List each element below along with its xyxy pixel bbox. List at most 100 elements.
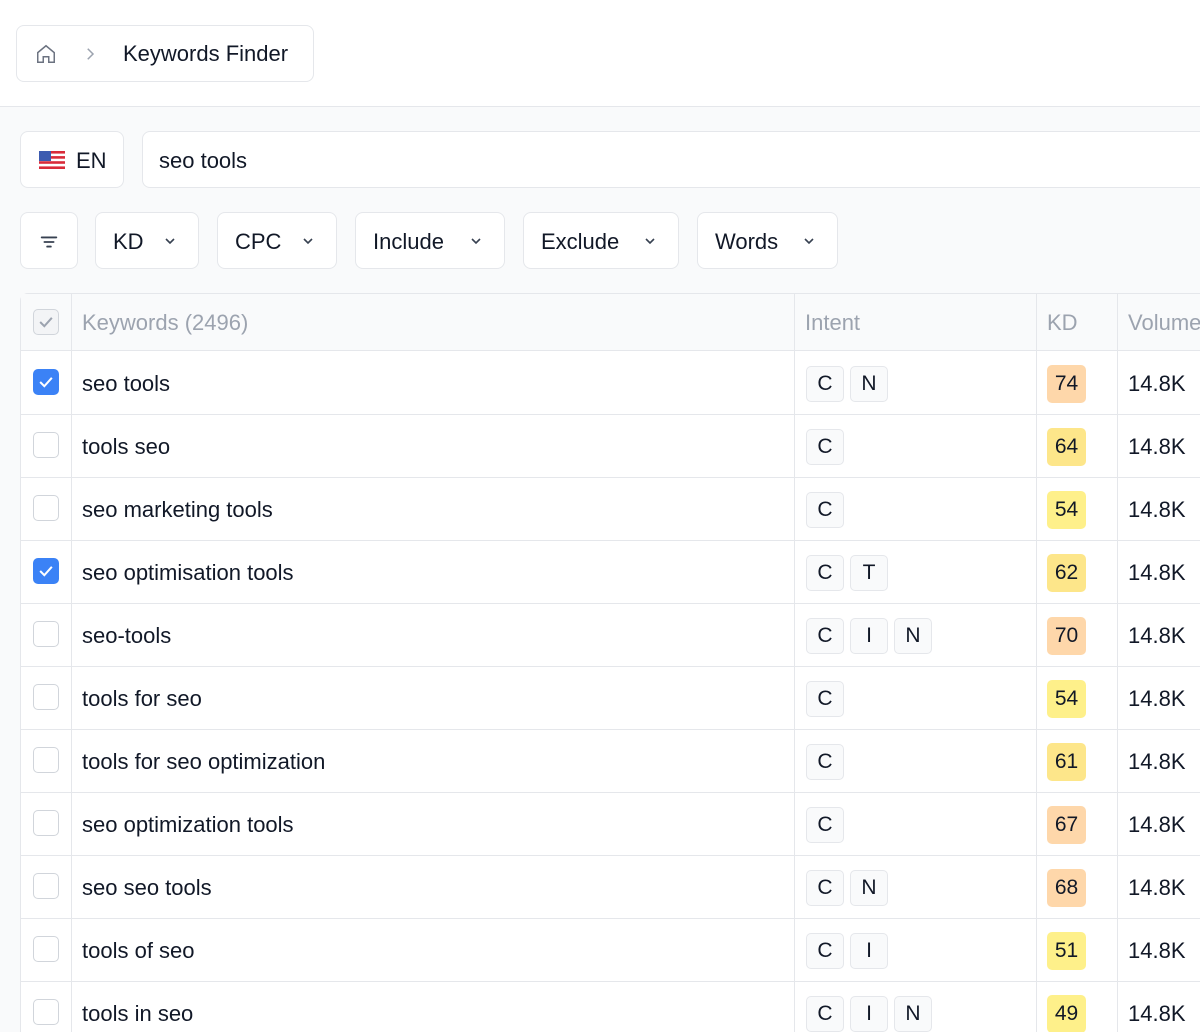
column-divider: [1117, 294, 1118, 1032]
volume: 14.8K: [1128, 749, 1186, 774]
filter-chevron: [801, 233, 817, 249]
intent-badge: C: [806, 366, 844, 402]
keyword[interactable]: seo marketing tools: [82, 497, 273, 522]
kd-badge: 64: [1047, 428, 1086, 466]
volume: 14.8K: [1128, 875, 1186, 900]
filter-label: CPC: [235, 229, 282, 254]
row-checkbox[interactable]: [33, 558, 59, 584]
volume: 14.8K: [1128, 938, 1186, 963]
chevron-down: [303, 238, 313, 245]
language-button[interactable]: EN: [20, 131, 124, 188]
kd-badge: 67: [1047, 806, 1086, 844]
check-icon: [39, 566, 53, 577]
volume: 14.8K: [1128, 623, 1186, 648]
row-checkbox[interactable]: [33, 747, 59, 773]
kd-badge: 49: [1047, 995, 1086, 1032]
intent-badge: C: [806, 681, 844, 717]
row-checkbox[interactable]: [33, 495, 59, 521]
flag-icon: [39, 151, 65, 169]
intent-badge: C: [806, 807, 844, 843]
row-divider: [21, 981, 1200, 982]
intent-badge: N: [850, 366, 888, 402]
row-checkbox[interactable]: [33, 873, 59, 899]
search-input[interactable]: seo tools: [142, 131, 1200, 188]
row-divider: [21, 666, 1200, 667]
intent-badge: C: [806, 870, 844, 906]
volume: 14.8K: [1128, 560, 1186, 585]
row-checkbox[interactable]: [33, 621, 59, 647]
keyword[interactable]: seo seo tools: [82, 875, 212, 900]
keyword[interactable]: tools in seo: [82, 1001, 194, 1026]
chevron-down: [804, 238, 814, 245]
filter-label: Exclude: [541, 229, 620, 254]
intent-badge: C: [806, 744, 844, 780]
volume: 14.8K: [1128, 686, 1186, 711]
row-divider: [21, 729, 1200, 730]
intent-badge: C: [806, 618, 844, 654]
intent-badge: C: [806, 429, 844, 465]
volume: 14.8K: [1128, 371, 1186, 396]
intent-badge: C: [806, 933, 844, 969]
breadcrumb: Keywords Finder: [16, 25, 314, 82]
row-checkbox[interactable]: [33, 684, 59, 710]
column-divider: [71, 294, 72, 1032]
filter-button[interactable]: Include: [355, 212, 505, 269]
row-checkbox[interactable]: [33, 369, 59, 395]
row-checkbox[interactable]: [33, 810, 59, 836]
intent-badge: N: [850, 870, 888, 906]
row-divider: [21, 855, 1200, 856]
volume: 14.8K: [1128, 434, 1186, 459]
filter-button[interactable]: Words: [697, 212, 838, 269]
filter-button[interactable]: Exclude: [523, 212, 679, 269]
row-checkbox[interactable]: [33, 999, 59, 1025]
filter-label: Words: [715, 229, 779, 254]
filter-icon-button[interactable]: [20, 212, 78, 269]
kd-badge: 54: [1047, 491, 1086, 529]
volume: 14.8K: [1128, 812, 1186, 837]
intent-badge: I: [850, 933, 888, 969]
chevron: [87, 48, 95, 60]
row-checkbox[interactable]: [33, 936, 59, 962]
chevron-down: [165, 238, 175, 245]
keyword[interactable]: tools for seo: [82, 686, 202, 711]
column-header[interactable]: Keywords (2496): [82, 310, 249, 335]
column-header[interactable]: KD: [1047, 310, 1078, 335]
keyword[interactable]: seo tools: [82, 371, 171, 396]
kd-badge: 54: [1047, 680, 1086, 718]
intent-badge: C: [806, 492, 844, 528]
intent-badge: T: [850, 555, 888, 591]
filter-label: KD: [113, 229, 144, 254]
filter-icon: [40, 236, 58, 248]
header-checkbox[interactable]: [33, 309, 59, 335]
filter-button[interactable]: CPC: [217, 212, 337, 269]
filter-button[interactable]: KD: [95, 212, 199, 269]
intent-badge: C: [806, 996, 844, 1032]
keywords-table: Keywords (2496) Intent KD Volume seo tools C N…: [20, 293, 1200, 1032]
kd-badge: 74: [1047, 365, 1086, 403]
kd-badge: 70: [1047, 617, 1086, 655]
row-divider: [21, 477, 1200, 478]
filter-label: Include: [373, 229, 444, 254]
column-header[interactable]: Intent: [805, 310, 861, 335]
kd-badge: 61: [1047, 743, 1086, 781]
home-icon[interactable]: [35, 43, 57, 65]
row-checkbox[interactable]: [33, 432, 59, 458]
keyword[interactable]: tools for seo optimization: [82, 749, 326, 774]
keyword[interactable]: seo optimization tools: [82, 812, 294, 837]
row-divider: [21, 792, 1200, 793]
row-divider: [21, 603, 1200, 604]
intent-badge: I: [850, 618, 888, 654]
intent-badge: C: [806, 555, 844, 591]
keyword[interactable]: tools of seo: [82, 938, 195, 963]
keyword[interactable]: seo optimisation tools: [82, 560, 294, 585]
keyword[interactable]: tools seo: [82, 434, 171, 459]
filter-chevron: [642, 233, 658, 249]
intent-badge: N: [894, 618, 932, 654]
volume: 14.8K: [1128, 497, 1186, 522]
row-divider: [21, 414, 1200, 415]
chevron-down: [645, 238, 655, 245]
keyword[interactable]: seo-tools: [82, 623, 172, 648]
volume: 14.8K: [1128, 1001, 1186, 1026]
column-header[interactable]: Volume: [1128, 310, 1200, 335]
